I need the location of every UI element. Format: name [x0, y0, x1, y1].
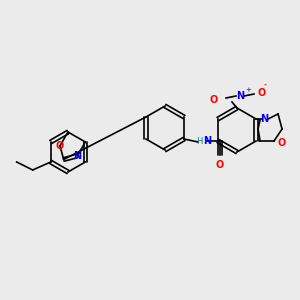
Text: O: O	[210, 95, 218, 105]
Text: O: O	[216, 160, 224, 170]
Text: N: N	[260, 114, 268, 124]
Text: H: H	[196, 136, 202, 146]
Text: N: N	[236, 91, 244, 101]
Text: +: +	[245, 87, 251, 93]
Text: O: O	[56, 141, 64, 151]
Text: N: N	[73, 151, 81, 161]
Text: O: O	[277, 138, 285, 148]
Text: O: O	[258, 88, 266, 98]
Text: -: -	[264, 80, 267, 89]
Text: N: N	[203, 136, 211, 146]
